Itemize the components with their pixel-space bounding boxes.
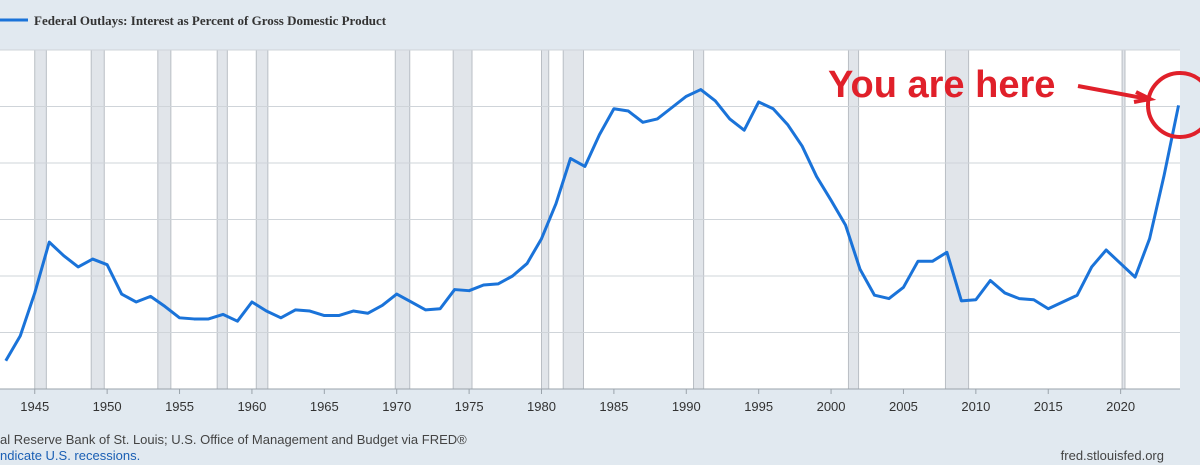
x-tick-label: 1985: [599, 399, 628, 414]
x-tick-label: 2000: [817, 399, 846, 414]
x-tick-label: 1945: [20, 399, 49, 414]
x-tick-label: 2015: [1034, 399, 1063, 414]
x-tick-label: 1965: [310, 399, 339, 414]
x-tick-label: 2020: [1106, 399, 1135, 414]
annotation: You are here: [828, 64, 1055, 106]
x-tick-label: 1970: [382, 399, 411, 414]
x-tick-label: 1975: [455, 399, 484, 414]
source-note: al Reserve Bank of St. Louis; U.S. Offic…: [0, 432, 467, 447]
x-tick-label: 2005: [889, 399, 918, 414]
x-tick-label: 1980: [527, 399, 556, 414]
x-tick-label: 1950: [93, 399, 122, 414]
x-tick-label: 1960: [237, 399, 266, 414]
x-tick-label: 2010: [961, 399, 990, 414]
legend-label: Federal Outlays: Interest as Percent of …: [34, 13, 387, 28]
x-tick-label: 1990: [672, 399, 701, 414]
site-link[interactable]: fred.stlouisfed.org: [1061, 448, 1164, 463]
x-tick-label: 1995: [744, 399, 773, 414]
annotation-arrow: [1077, 84, 1149, 101]
annotation-circle: [1146, 71, 1200, 139]
x-tick-label: 1955: [165, 399, 194, 414]
series-line: [4, 88, 1181, 362]
recession-link[interactable]: ndicate U.S. recessions.: [0, 448, 140, 463]
